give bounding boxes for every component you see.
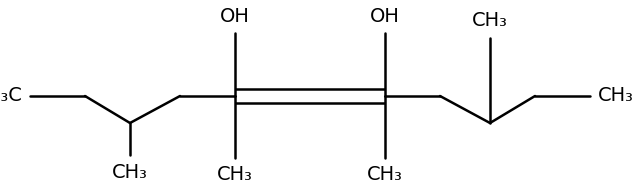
Text: OH: OH [220,8,250,26]
Text: CH₃: CH₃ [367,166,403,185]
Text: H₃C: H₃C [0,86,22,106]
Text: CH₃: CH₃ [472,12,508,30]
Text: CH₃: CH₃ [217,166,253,185]
Text: CH₃: CH₃ [112,163,148,183]
Text: CH₃: CH₃ [598,86,634,106]
Text: OH: OH [370,8,400,26]
